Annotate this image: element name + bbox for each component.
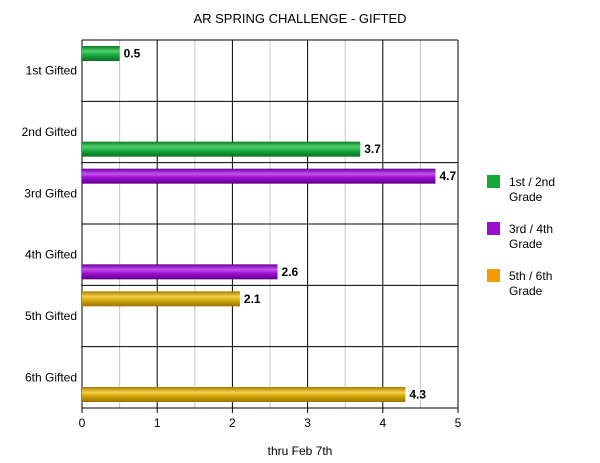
bar — [82, 291, 240, 307]
x-tick-label: 1 — [154, 416, 161, 430]
chart-title: AR SPRING CHALLENGE - GIFTED — [193, 11, 406, 26]
x-tick-label: 0 — [79, 416, 86, 430]
category-label: 1st Gifted — [26, 64, 77, 78]
bar-value-label: 2.6 — [282, 265, 299, 279]
bar-value-label: 3.7 — [364, 142, 381, 156]
bar — [82, 264, 278, 280]
category-label: 5th Gifted — [25, 309, 77, 323]
x-tick-label: 5 — [455, 416, 462, 430]
bar — [82, 168, 436, 184]
legend-label: Grade — [509, 237, 543, 251]
bar — [82, 46, 120, 61]
bar — [82, 387, 406, 402]
x-tick-label: 3 — [304, 416, 311, 430]
legend-swatch — [487, 175, 500, 188]
bar-value-label: 4.3 — [409, 388, 426, 402]
category-label: 4th Gifted — [25, 248, 77, 262]
plot-area: 0 1 2 3 4 5 1st Gifted 0.5 2nd Gifted 3.7 3rd Gift… — [22, 39, 462, 430]
legend-label: Grade — [509, 190, 543, 204]
category-label: 6th Gifted — [25, 370, 77, 384]
bar-value-label: 4.7 — [439, 169, 456, 183]
bar-value-label: 2.1 — [244, 292, 261, 306]
x-tick-label: 4 — [379, 416, 386, 430]
x-tick-label: 2 — [229, 416, 236, 430]
bar-value-label: 0.5 — [124, 47, 141, 61]
legend-label: 5th / 6th — [509, 269, 552, 283]
x-axis-label: thru Feb 7th — [268, 444, 333, 458]
category-label: 3rd Gifted — [24, 186, 77, 200]
legend-swatch — [487, 269, 500, 282]
legend-label: 1st / 2nd — [509, 175, 555, 189]
legend-label: Grade — [509, 284, 543, 298]
bar — [82, 141, 361, 157]
legend-label: 3rd / 4th — [509, 222, 553, 236]
category-label: 2nd Gifted — [22, 125, 77, 139]
legend-swatch — [487, 222, 500, 235]
